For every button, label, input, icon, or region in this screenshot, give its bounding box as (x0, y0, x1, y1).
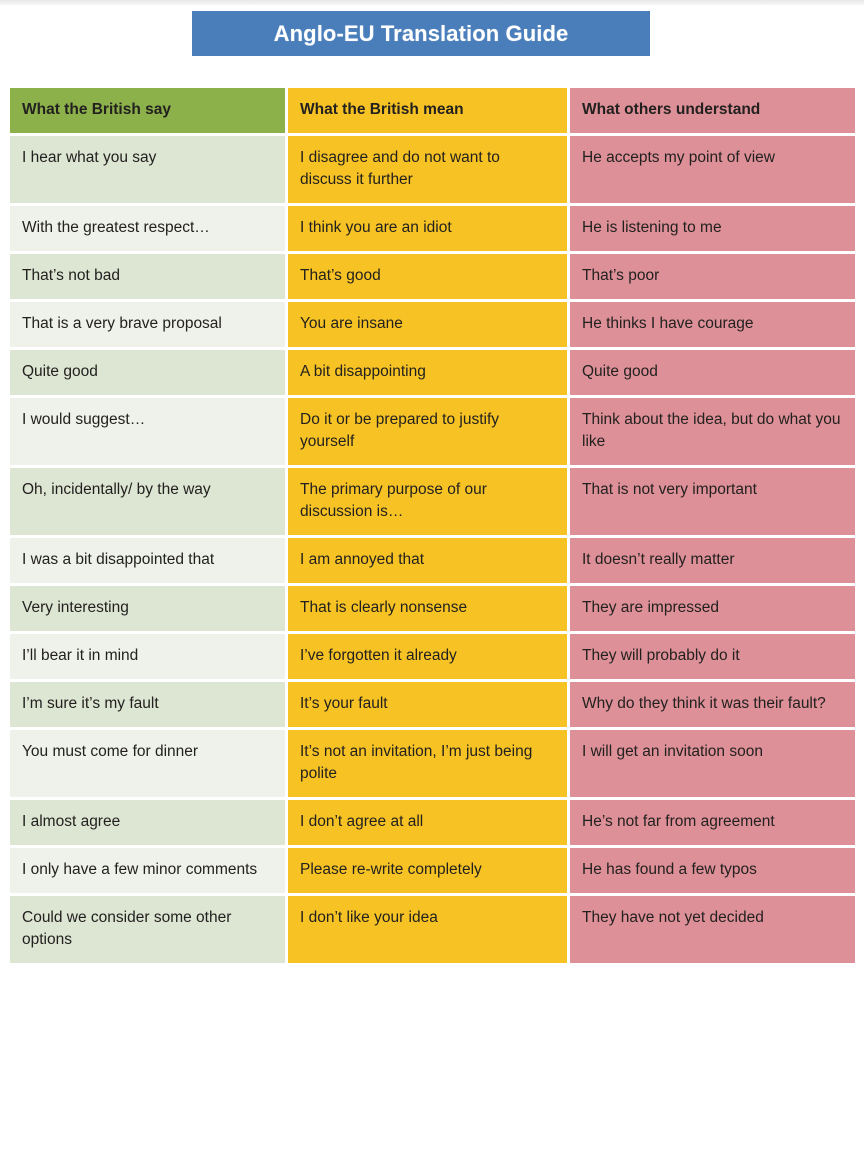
cell-others-understand: It doesn’t really matter (570, 538, 855, 586)
table-row: I was a bit disappointed that I am annoye… (10, 538, 855, 586)
cell-british-say: You must come for dinner (10, 730, 288, 800)
cell-british-mean: Do it or be prepared to justify yourself (288, 398, 570, 468)
table-row: I almost agree I don’t agree at all He’s n… (10, 800, 855, 848)
cell-british-say: That’s not bad (10, 254, 288, 302)
column-header-british-say: What the British say (10, 88, 288, 136)
table-row: Quite good A bit disappointing Quite good (10, 350, 855, 398)
cell-british-say: I was a bit disappointed that (10, 538, 288, 586)
cell-british-mean: I disagree and do not want to discuss it… (288, 136, 570, 206)
cell-british-mean: It’s your fault (288, 682, 570, 730)
table-row: I only have a few minor comments Please r… (10, 848, 855, 896)
cell-british-say: Oh, incidentally/ by the way (10, 468, 288, 538)
page-title-banner: Anglo-EU Translation Guide (192, 11, 650, 56)
cell-others-understand: They have not yet decided (570, 896, 855, 966)
cell-british-mean: A bit disappointing (288, 350, 570, 398)
table-header-row-group: What the British say What the British me… (10, 88, 855, 136)
cell-british-mean: I’ve forgotten it already (288, 634, 570, 682)
cell-british-say: Quite good (10, 350, 288, 398)
cell-others-understand: He is listening to me (570, 206, 855, 254)
cell-others-understand: That is not very important (570, 468, 855, 538)
cell-british-say: I only have a few minor comments (10, 848, 288, 896)
cell-british-say: That is a very brave proposal (10, 302, 288, 350)
table-header-row: What the British say What the British me… (10, 88, 855, 136)
cell-others-understand: Think about the idea, but do what you li… (570, 398, 855, 468)
page-title: Anglo-EU Translation Guide (273, 20, 569, 46)
cell-british-say: I almost agree (10, 800, 288, 848)
cell-british-mean: It’s not an invitation, I’m just being p… (288, 730, 570, 800)
cell-british-say: Could we consider some other options (10, 896, 288, 966)
cell-others-understand: They will probably do it (570, 634, 855, 682)
column-header-british-mean: What the British mean (288, 88, 570, 136)
cell-british-mean: You are insane (288, 302, 570, 350)
cell-british-mean: That’s good (288, 254, 570, 302)
table-row: I’ll bear it in mind I’ve forgotten it al… (10, 634, 855, 682)
cell-british-mean: That is clearly nonsense (288, 586, 570, 634)
table-row: Very interesting That is clearly nonsense… (10, 586, 855, 634)
translation-table-container: What the British say What the British me… (10, 88, 855, 966)
cell-british-mean: I don’t like your idea (288, 896, 570, 966)
cell-british-mean: Please re-write completely (288, 848, 570, 896)
cell-others-understand: He thinks I have courage (570, 302, 855, 350)
table-row: That’s not bad That’s good That’s poor (10, 254, 855, 302)
table-row: Oh, incidentally/ by the way The primary … (10, 468, 855, 538)
cell-others-understand: Why do they think it was their fault? (570, 682, 855, 730)
table-row: I hear what you say I disagree and do not… (10, 136, 855, 206)
table-row: With the greatest respect… I think you ar… (10, 206, 855, 254)
cell-british-say: Very interesting (10, 586, 288, 634)
cell-british-mean: I think you are an idiot (288, 206, 570, 254)
table-row: That is a very brave proposal You are ins… (10, 302, 855, 350)
cell-british-mean: I am annoyed that (288, 538, 570, 586)
cell-british-say: I would suggest… (10, 398, 288, 468)
cell-british-mean: I don’t agree at all (288, 800, 570, 848)
cell-british-say: I hear what you say (10, 136, 288, 206)
cell-others-understand: He accepts my point of view (570, 136, 855, 206)
cell-british-say: I’ll bear it in mind (10, 634, 288, 682)
column-header-others-understand: What others understand (570, 88, 855, 136)
table-row: I would suggest… Do it or be prepared to … (10, 398, 855, 468)
table-body: I hear what you say I disagree and do not… (10, 136, 855, 966)
cell-others-understand: That’s poor (570, 254, 855, 302)
translation-guide-table: What the British say What the British me… (10, 88, 855, 966)
table-row: I’m sure it’s my fault It’s your fault Why… (10, 682, 855, 730)
cell-british-say: With the greatest respect… (10, 206, 288, 254)
table-row: Could we consider some other options I do… (10, 896, 855, 966)
cell-british-mean: The primary purpose of our discussion is… (288, 468, 570, 538)
top-edge-strip (0, 0, 864, 5)
cell-others-understand: I will get an invitation soon (570, 730, 855, 800)
cell-others-understand: He’s not far from agreement (570, 800, 855, 848)
cell-british-say: I’m sure it’s my fault (10, 682, 288, 730)
cell-others-understand: They are impressed (570, 586, 855, 634)
cell-others-understand: Quite good (570, 350, 855, 398)
table-row: You must come for dinner It’s not an invi… (10, 730, 855, 800)
cell-others-understand: He has found a few typos (570, 848, 855, 896)
